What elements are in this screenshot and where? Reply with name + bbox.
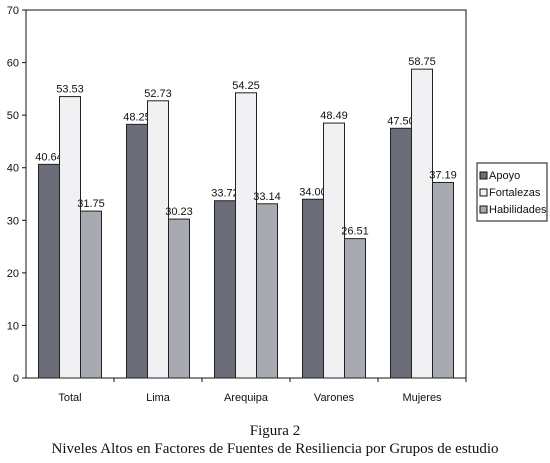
y-tick-label: 0 (13, 373, 19, 385)
legend-swatch-apoyo (479, 171, 488, 180)
bar-fortalezas-total (59, 96, 81, 379)
legend-swatch-habilidades (479, 205, 488, 214)
category-label: Lima (146, 392, 171, 404)
bar-habilidades-mujeres (432, 181, 454, 379)
data-label: 47.50 (387, 115, 415, 127)
figure-number: Figura 2 (249, 423, 301, 439)
legend-label-apoyo: Apoyo (489, 170, 520, 182)
legend-label-habilidades: Habilidades (489, 204, 547, 216)
data-label: 34.00 (299, 186, 327, 198)
category-label: Varones (314, 392, 355, 404)
y-axis: 0 10 20 30 40 50 60 70 (7, 5, 26, 385)
data-label: 30.23 (165, 206, 193, 218)
bar-apoyo-varones (302, 198, 324, 379)
y-tick-label: 40 (7, 163, 19, 175)
bar-habilidades-arequipa (256, 203, 278, 379)
category-label: Mujeres (402, 392, 442, 404)
data-label: 31.75 (77, 198, 105, 210)
data-label: 33.14 (253, 191, 281, 203)
y-tick-label: 50 (7, 110, 19, 122)
y-tick-label: 10 (7, 320, 19, 332)
bar-fortalezas-varones (323, 122, 345, 379)
category-label: Arequipa (224, 392, 269, 404)
bar-habilidades-lima (168, 218, 190, 379)
bar-fortalezas-mujeres (411, 68, 433, 379)
data-label: 26.51 (341, 226, 369, 238)
data-label: 52.73 (144, 88, 172, 100)
category-label: Total (58, 392, 81, 404)
data-label: 54.25 (232, 80, 260, 92)
y-tick-label: 20 (7, 268, 19, 280)
figure-caption: Niveles Altos en Factores de Fuentes de … (51, 441, 499, 457)
bar-fortalezas-lima (147, 100, 169, 379)
y-tick-label: 30 (7, 215, 19, 227)
data-label: 58.75 (408, 56, 436, 68)
legend: Apoyo Fortalezas Habilidades (476, 162, 548, 222)
data-label: 33.72 (211, 188, 239, 200)
data-label: 40.64 (35, 151, 63, 163)
data-label: 48.49 (320, 110, 348, 122)
legend-label-fortalezas: Fortalezas (489, 187, 541, 199)
bars-group: 40.64 53.53 31.75 48.25 52.73 30.23 33.72 54.25… (35, 56, 457, 379)
bar-apoyo-total (38, 163, 60, 379)
data-label: 37.19 (429, 169, 457, 181)
legend-box (476, 162, 548, 222)
bar-apoyo-lima (126, 123, 148, 379)
bar-habilidades-varones (344, 238, 366, 379)
data-label: 53.53 (56, 84, 84, 96)
bar-habilidades-total (80, 210, 102, 379)
bar-chart: 0 10 20 30 40 50 60 70 40.64 53.53 31.75 48.25 52.7… (7, 5, 548, 404)
bar-fortalezas-arequipa (235, 92, 257, 379)
x-axis: Total Lima Arequipa Varones Mujeres (58, 378, 467, 404)
bar-apoyo-arequipa (214, 200, 236, 379)
y-tick-label: 60 (7, 58, 19, 70)
y-tick-label: 70 (7, 5, 19, 17)
legend-swatch-fortalezas (479, 188, 488, 197)
data-label: 48.25 (123, 111, 151, 123)
bar-apoyo-mujeres (390, 127, 412, 379)
